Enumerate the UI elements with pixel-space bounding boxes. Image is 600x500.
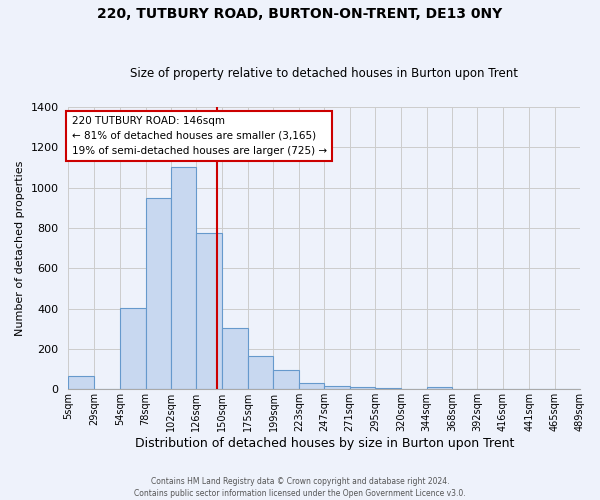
Bar <box>274 370 299 390</box>
Bar <box>427 387 452 390</box>
Bar <box>120 308 146 390</box>
Bar <box>248 356 274 390</box>
Bar <box>299 383 324 390</box>
Y-axis label: Number of detached properties: Number of detached properties <box>15 160 25 336</box>
Bar <box>146 198 171 390</box>
Bar <box>68 376 94 390</box>
Text: 220, TUTBURY ROAD, BURTON-ON-TRENT, DE13 0NY: 220, TUTBURY ROAD, BURTON-ON-TRENT, DE13… <box>97 8 503 22</box>
Bar <box>196 233 221 390</box>
X-axis label: Distribution of detached houses by size in Burton upon Trent: Distribution of detached houses by size … <box>134 437 514 450</box>
Bar <box>324 386 350 390</box>
Bar <box>375 388 401 390</box>
Text: Contains HM Land Registry data © Crown copyright and database right 2024.
Contai: Contains HM Land Registry data © Crown c… <box>134 476 466 498</box>
Bar <box>221 328 248 390</box>
Bar <box>350 387 375 390</box>
Title: Size of property relative to detached houses in Burton upon Trent: Size of property relative to detached ho… <box>130 66 518 80</box>
Bar <box>171 166 196 390</box>
Text: 220 TUTBURY ROAD: 146sqm
← 81% of detached houses are smaller (3,165)
19% of sem: 220 TUTBURY ROAD: 146sqm ← 81% of detach… <box>71 116 326 156</box>
